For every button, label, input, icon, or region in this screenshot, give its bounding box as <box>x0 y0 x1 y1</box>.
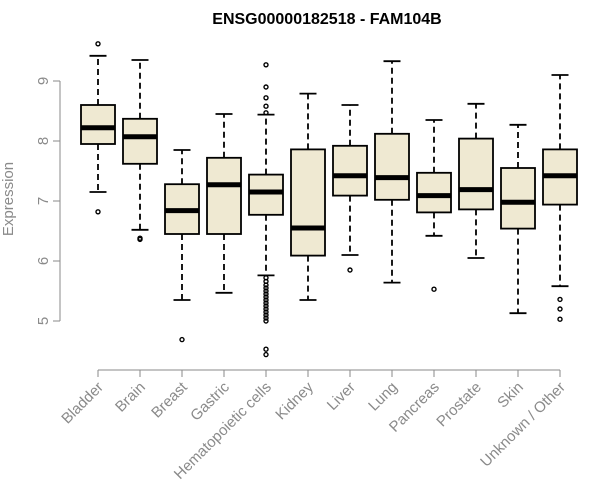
outlier-point <box>263 297 269 303</box>
box-breast <box>164 149 200 343</box>
outlier-point <box>263 300 269 306</box>
x-tick-label: Breast <box>148 378 191 421</box>
outlier-point <box>557 316 563 322</box>
box-iqr <box>458 137 494 211</box>
outlier-point <box>263 62 269 68</box>
outlier-point <box>263 291 269 297</box>
box-hematopoietic-cells <box>248 62 284 358</box>
box-iqr <box>122 117 158 165</box>
y-tick-label: 6 <box>35 257 52 265</box>
box-gastric <box>206 113 242 294</box>
box-unknown-other <box>542 74 578 322</box>
box-iqr <box>500 167 536 230</box>
box-iqr <box>416 171 452 214</box>
outlier-point <box>557 296 563 303</box>
outlier-point <box>347 267 353 273</box>
box-lung <box>374 60 410 284</box>
box-bladder <box>80 41 116 215</box>
x-tick-label: Kidney <box>272 378 317 423</box>
boxes-group <box>80 41 578 358</box>
y-axis-label: Expression <box>0 162 17 236</box>
y-tick-label: 7 <box>35 197 52 205</box>
outlier-point <box>179 336 185 343</box>
box-brain <box>122 59 158 243</box>
outlier-point <box>263 346 269 352</box>
x-tick-label: Bladder <box>58 379 107 428</box>
outlier-point <box>263 294 269 300</box>
outlier-point <box>263 285 269 291</box>
outlier-point <box>263 318 269 324</box>
x-tick-label: Skin <box>494 379 527 412</box>
y-tick-label: 5 <box>35 317 52 325</box>
x-tick-label: Liver <box>324 379 359 414</box>
y-axis: 5 6 7 8 9 <box>35 77 61 325</box>
y-tick-label: 8 <box>35 137 52 145</box>
box-iqr <box>80 104 116 145</box>
outlier-point <box>263 282 269 288</box>
outlier-point <box>263 303 269 309</box>
x-tick-label: Brain <box>112 379 149 416</box>
box-prostate <box>458 102 494 259</box>
x-tick-label: Prostate <box>433 379 485 431</box>
box-iqr <box>290 148 326 257</box>
box-iqr <box>248 173 284 216</box>
box-skin <box>500 123 536 315</box>
chart-title: ENSG00000182518 - FAM104B <box>212 11 441 28</box>
outlier-point <box>263 84 269 90</box>
outlier-point <box>263 110 269 116</box>
outlier-point <box>263 288 269 294</box>
outlier-point <box>95 209 101 215</box>
box-pancreas <box>416 119 452 292</box>
outlier-point <box>263 312 269 318</box>
outlier-point <box>557 306 563 312</box>
box-iqr <box>206 156 242 235</box>
y-tick-label: 9 <box>35 77 52 85</box>
outlier-point <box>431 286 437 292</box>
x-tick-label: Lung <box>365 379 401 415</box>
outlier-point <box>263 103 269 109</box>
outlier-point <box>263 309 269 315</box>
box-liver <box>332 104 368 273</box>
outlier-point <box>137 235 143 241</box>
outlier-point <box>263 351 269 358</box>
box-kidney <box>290 92 326 301</box>
outlier-point <box>263 95 269 101</box>
outlier-point <box>263 306 269 312</box>
box-iqr <box>332 144 368 197</box>
box-iqr <box>374 132 410 201</box>
outlier-point <box>95 41 101 47</box>
outlier-point <box>263 315 269 321</box>
